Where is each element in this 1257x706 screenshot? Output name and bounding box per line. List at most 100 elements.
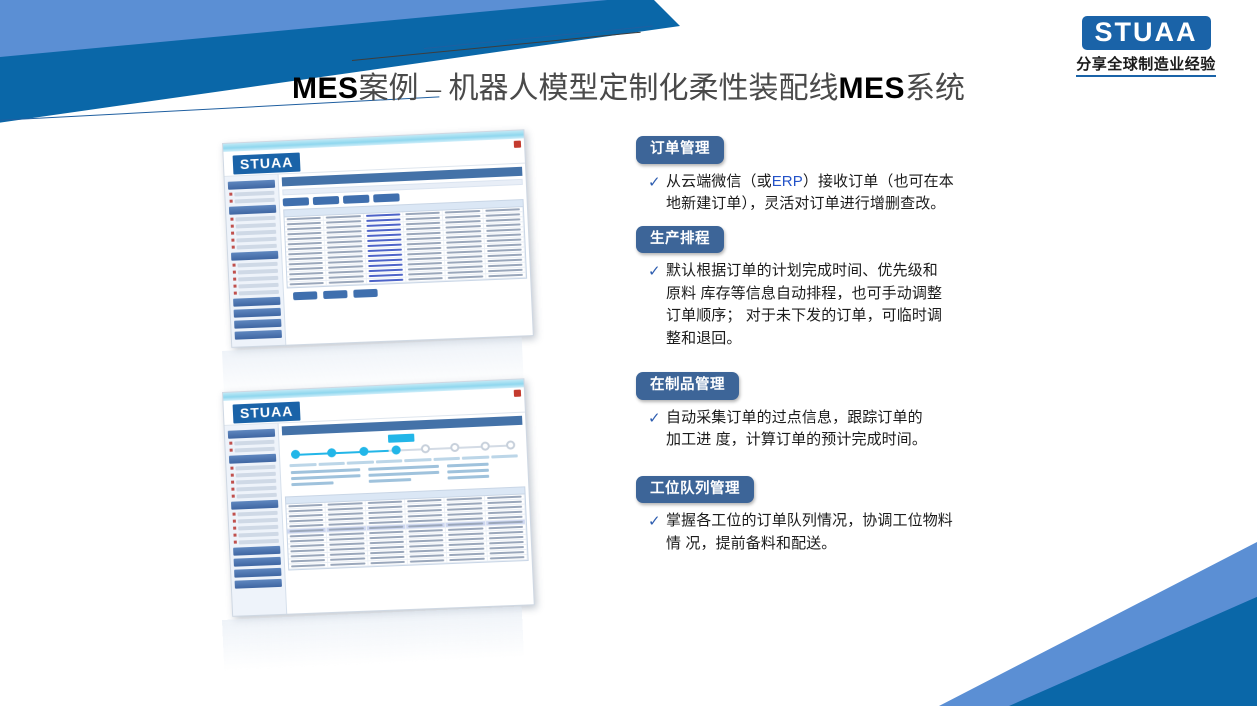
feature-text-highlight: ERP	[771, 172, 803, 190]
toolbar-button[interactable]	[373, 193, 400, 203]
decoration-bottom-right-dark-wedge	[1009, 596, 1257, 706]
feature-production-scheduling: 生产排程 ✓ 默认根据订单的计划完成时间、优先级和 原料 库存等信息自动排程，也…	[636, 225, 1006, 351]
flow-node[interactable]	[505, 440, 516, 450]
flow-step-label	[432, 456, 460, 462]
feature-badge-order-management[interactable]: 订单管理	[636, 136, 724, 164]
flow-current-tooltip	[388, 433, 415, 443]
sidebar-group-header[interactable]	[227, 428, 276, 439]
sidebar-group-header[interactable]	[228, 204, 277, 215]
sidebar-item[interactable]	[234, 439, 275, 446]
flow-node[interactable]	[290, 449, 301, 460]
detail-column	[368, 464, 440, 486]
sidebar-item[interactable]	[235, 215, 276, 222]
sidebar-group-header[interactable]	[234, 578, 282, 589]
decoration-hairline-right	[423, 25, 653, 49]
sidebar-group-header[interactable]	[228, 453, 277, 464]
sidebar-item[interactable]	[236, 478, 277, 485]
flow-step-label	[346, 460, 374, 465]
screenshot-wip-tracking: STUAA	[222, 378, 535, 682]
sidebar-item[interactable]	[235, 222, 276, 229]
brand-logo-text: STUAA	[1081, 16, 1211, 51]
sidebar-item[interactable]	[236, 492, 277, 499]
feature-text-order-management: 从云端微信（或ERP）接收订单（也可在本 地新建订单），灵活对订单进行增删查改。	[666, 171, 1006, 216]
sidebar-item[interactable]	[234, 197, 275, 204]
sidebar-group-header[interactable]	[234, 567, 282, 578]
sidebar-item[interactable]	[237, 517, 279, 524]
order-progress-flow	[282, 428, 525, 497]
sidebar-item[interactable]	[238, 524, 279, 531]
order-table[interactable]	[283, 199, 528, 289]
app-sidebar[interactable]	[224, 423, 288, 616]
footer-button[interactable]	[323, 290, 348, 300]
flow-node[interactable]	[450, 442, 461, 453]
sidebar-group-header[interactable]	[233, 545, 281, 556]
sidebar-group-header[interactable]	[234, 329, 282, 340]
sidebar-item[interactable]	[238, 275, 279, 282]
sidebar-group-header[interactable]	[234, 318, 282, 329]
brand-tagline: 分享全球制造业经验	[1076, 53, 1216, 78]
sidebar-item[interactable]	[238, 538, 279, 545]
sidebar-item[interactable]	[236, 485, 277, 492]
sidebar-item[interactable]	[238, 289, 279, 296]
footer-button[interactable]	[292, 291, 318, 301]
flow-step-label	[318, 461, 345, 466]
sidebar-item[interactable]	[237, 268, 279, 275]
toolbar-button[interactable]	[282, 197, 310, 207]
sidebar-item[interactable]	[238, 282, 279, 289]
feature-bullet: ✓ 默认根据订单的计划完成时间、优先级和 原料 库存等信息自动排程，也可手动调整…	[648, 260, 1006, 350]
page-title-segment-en1: MES	[291, 72, 359, 105]
flow-node[interactable]	[359, 446, 369, 457]
window-body	[224, 412, 534, 616]
screenshot-order-list: STUAA	[222, 129, 534, 409]
sidebar-item[interactable]	[237, 510, 278, 517]
app-logo: STUAA	[231, 151, 302, 176]
feature-bullet: ✓ 掌握各工位的订单队列情况，协调工位物料 情 况，提前备料和配送。	[648, 510, 1006, 555]
app-main-panel	[278, 412, 534, 614]
feature-text-pre: 从云端微信（或	[666, 172, 772, 190]
feature-list: 订单管理 ✓ 从云端微信（或ERP）接收订单（也可在本 地新建订单），灵活对订单…	[636, 136, 1006, 561]
sidebar-item[interactable]	[236, 236, 277, 243]
page-title-segment-cn3: 系统	[905, 72, 966, 105]
wip-table[interactable]	[284, 486, 529, 571]
flow-node[interactable]	[480, 441, 490, 451]
sidebar-group-header[interactable]	[230, 250, 279, 261]
toolbar-button[interactable]	[312, 195, 340, 206]
sidebar-group-header[interactable]	[227, 179, 276, 190]
flow-node[interactable]	[327, 448, 337, 458]
feature-badge-workstation-queue[interactable]: 工位队列管理	[636, 475, 754, 503]
sidebar-group-header[interactable]	[233, 307, 281, 318]
feature-badge-wip-management[interactable]: 在制品管理	[636, 372, 739, 400]
close-icon[interactable]	[513, 389, 522, 397]
feature-bullet: ✓ 从云端微信（或ERP）接收订单（也可在本 地新建订单），灵活对订单进行增删查…	[648, 171, 1006, 216]
close-icon[interactable]	[513, 140, 522, 148]
sidebar-item[interactable]	[234, 190, 275, 197]
check-icon: ✓	[648, 263, 661, 280]
page-title-segment-cn1: 案例	[358, 72, 419, 105]
sidebar-item[interactable]	[235, 464, 276, 471]
flow-node[interactable]	[420, 444, 431, 454]
decoration-hairline-middle	[351, 31, 641, 61]
feature-workstation-queue-management: 工位队列管理 ✓ 掌握各工位的订单队列情况，协调工位物料 情 况，提前备料和配送…	[636, 475, 1006, 556]
app-window-order-list: STUAA	[222, 129, 534, 348]
sidebar-item[interactable]	[237, 261, 278, 268]
flow-node[interactable]	[391, 445, 401, 455]
decoration-top-left-light-wedge	[0, 0, 650, 114]
sidebar-item[interactable]	[234, 446, 275, 453]
app-sidebar[interactable]	[224, 174, 287, 347]
feature-text-wip-management: 自动采集订单的过点信息，跟踪订单的 加工进 度，计算订单的预计完成时间。	[666, 408, 927, 449]
detail-column	[290, 468, 361, 489]
sidebar-group-header[interactable]	[233, 556, 281, 567]
sidebar-group-header[interactable]	[233, 296, 281, 307]
feature-badge-production-scheduling[interactable]: 生产排程	[636, 225, 724, 253]
sidebar-item[interactable]	[235, 471, 276, 478]
window-body	[224, 163, 533, 347]
sidebar-item[interactable]	[236, 229, 277, 236]
sidebar-group-header[interactable]	[230, 499, 279, 510]
footer-button[interactable]	[353, 288, 378, 298]
feature-wip-management: 在制品管理 ✓ 自动采集订单的过点信息，跟踪订单的 加工进 度，计算订单的预计完…	[636, 372, 1006, 452]
toolbar-button[interactable]	[342, 194, 370, 204]
check-icon: ✓	[648, 513, 661, 530]
sidebar-item[interactable]	[236, 243, 277, 250]
sidebar-item[interactable]	[238, 531, 279, 538]
